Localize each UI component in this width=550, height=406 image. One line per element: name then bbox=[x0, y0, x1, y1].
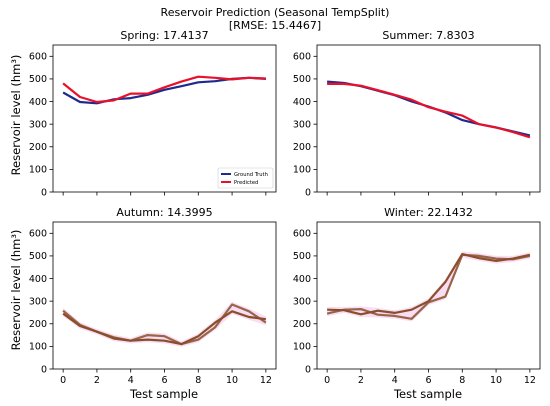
panel-title-winter: Winter: 22.1432 bbox=[384, 206, 473, 219]
ytick-label: 0 bbox=[41, 364, 47, 375]
panel-summer: Summer: 7.8303 0 100 200 300 400 500 600 bbox=[293, 29, 541, 198]
xtick-label: 2 bbox=[358, 375, 364, 386]
ytick-label: 300 bbox=[29, 119, 47, 130]
xtick-label: 8 bbox=[195, 375, 201, 386]
ytick-label: 200 bbox=[293, 319, 311, 330]
ytick-label: 600 bbox=[293, 52, 311, 63]
axes-frame-winter bbox=[316, 221, 541, 370]
panels: Spring: 17.41370100200300400500600Ground… bbox=[29, 29, 541, 386]
ytick-label: 100 bbox=[29, 165, 47, 176]
shade-band-autumn bbox=[63, 301, 266, 347]
legend-box bbox=[217, 167, 274, 189]
panel-title-autumn: Autumn: 14.3995 bbox=[116, 206, 212, 219]
series-ground-truth-spring bbox=[62, 76, 266, 105]
plot-area-winter bbox=[326, 251, 531, 322]
xtick-label: 4 bbox=[392, 375, 398, 386]
xtick-label: 0 bbox=[324, 375, 330, 386]
series-predicted-autumn bbox=[62, 303, 267, 346]
xtick-label: 0 bbox=[60, 375, 66, 386]
ytick-label: 200 bbox=[29, 319, 47, 330]
xtick-label: 12 bbox=[260, 375, 272, 386]
ytick-label: 0 bbox=[305, 364, 311, 375]
ytick-label: 100 bbox=[293, 342, 311, 353]
panel-title-summer: Summer: 7.8303 bbox=[382, 29, 474, 42]
legend-label-predicted: Predicted bbox=[234, 180, 258, 186]
ytick-label: 600 bbox=[29, 229, 47, 240]
legend: Ground Truth Predicted bbox=[217, 167, 274, 189]
ytick-label: 500 bbox=[29, 74, 47, 85]
xtick-label: 6 bbox=[425, 375, 431, 386]
xtick-label: 10 bbox=[490, 375, 502, 386]
ytick-label: 500 bbox=[293, 74, 311, 85]
xlabel-left: Test sample bbox=[129, 387, 198, 401]
panel-winter: Winter: 22.1432 0 100 200 300 400 500 600 0 2 4 6 8 1… bbox=[293, 206, 541, 386]
xtick-label: 6 bbox=[161, 375, 167, 386]
ytick-label: 300 bbox=[293, 296, 311, 307]
series-predicted-winter bbox=[326, 253, 531, 320]
xtick-label: 2 bbox=[94, 375, 100, 386]
series-predicted-summer bbox=[327, 82, 531, 139]
xtick-label: 4 bbox=[128, 375, 134, 386]
ytick-label: 400 bbox=[29, 97, 47, 108]
xtick-label: 12 bbox=[524, 375, 536, 386]
ytick-label: 400 bbox=[29, 274, 47, 285]
ytick-label: 0 bbox=[41, 187, 47, 198]
ytick-label: 400 bbox=[293, 274, 311, 285]
ytick-label: 600 bbox=[293, 229, 311, 240]
ytick-label: 300 bbox=[29, 296, 47, 307]
xlabel-right: Test sample bbox=[393, 387, 462, 401]
ytick-label: 100 bbox=[29, 342, 47, 353]
panel-autumn: Autumn: 14.3995 0 100 200 300 400 500 600 0 2 4 6 8 1… bbox=[29, 206, 277, 386]
panel-spring: Spring: 17.4137 0 100 200 300 400 500 600 Ground… bbox=[29, 29, 277, 198]
figure-title: Reservoir Prediction (Seasonal TempSplit… bbox=[161, 6, 390, 19]
ytick-label: 100 bbox=[293, 165, 311, 176]
ytick-label: 200 bbox=[293, 142, 311, 153]
plot-area-summer bbox=[327, 80, 531, 139]
ytick-label: 500 bbox=[293, 251, 311, 262]
series-predicted-spring bbox=[62, 75, 266, 104]
panel-title-spring: Spring: 17.4137 bbox=[120, 29, 208, 42]
ytick-label: 400 bbox=[293, 97, 311, 108]
plot-area-spring bbox=[62, 75, 266, 105]
axes-frame-summer bbox=[316, 44, 541, 193]
ytick-label: 200 bbox=[29, 142, 47, 153]
shade-band-winter bbox=[327, 251, 530, 322]
plot-area-autumn bbox=[62, 301, 267, 347]
ytick-label: 600 bbox=[29, 52, 47, 63]
ylabel-bottom: Reservoir level (hm³) bbox=[9, 230, 23, 351]
ytick-label: 300 bbox=[293, 119, 311, 130]
ytick-label: 500 bbox=[29, 251, 47, 262]
xtick-label: 10 bbox=[226, 375, 238, 386]
xtick-label: 8 bbox=[459, 375, 465, 386]
ylabel-top: Reservoir level (hm³) bbox=[9, 55, 23, 176]
ytick-label: 0 bbox=[305, 187, 311, 198]
figure-subtitle: [RMSE: 15.4467] bbox=[229, 19, 321, 32]
axes-frame-autumn bbox=[52, 221, 277, 370]
legend-label-ground-truth: Ground Truth bbox=[234, 172, 268, 178]
